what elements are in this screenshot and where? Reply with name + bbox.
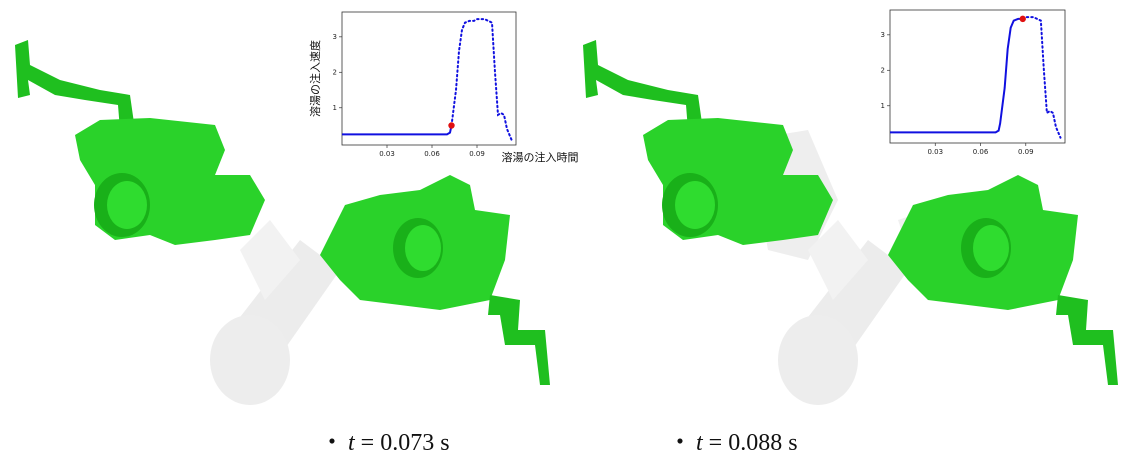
caption-text: = 0.073 s [361,430,450,456]
current-point [448,122,454,128]
caption-text: = 0.088 s [709,430,798,456]
y-tick-label: 2 [881,66,885,74]
x-tick-label: 0.06 [424,150,440,158]
caption: ・t= 0.073 s [320,430,450,456]
x-tick-label: 0.09 [1018,148,1034,156]
caption-variable: t [348,430,356,456]
x-tick-label: 0.06 [973,148,989,156]
caption-variable: t [696,430,704,456]
y-tick-label: 1 [881,102,885,110]
x-tick-label: 0.03 [927,148,943,156]
figure: 0.030.060.09123溶湯の注入速度溶湯の注入時間0.030.060.0… [0,0,1124,459]
y-tick-label: 3 [881,31,885,39]
current-point [1020,16,1026,22]
x-tick-label: 0.09 [469,150,485,158]
plot-frame [890,10,1065,143]
y-tick-label: 1 [333,104,337,112]
inset-chart: 0.03 0.06 0.09 1 2 3 [881,10,1065,156]
figure-canvas: 0.030.060.09123溶湯の注入速度溶湯の注入時間0.030.060.0… [0,0,1124,459]
caption-bullet: ・ [668,430,692,456]
caption: ・t= 0.088 s [668,430,798,456]
caption-bullet: ・ [320,430,344,456]
y-tick-label: 2 [333,68,337,76]
y-tick-label: 3 [333,33,337,41]
x-axis-label: 溶湯の注入時間 [502,150,579,164]
plot-frame [342,12,516,145]
x-tick-label: 0.03 [379,150,395,158]
y-axis-label: 溶湯の注入速度 [308,40,322,117]
